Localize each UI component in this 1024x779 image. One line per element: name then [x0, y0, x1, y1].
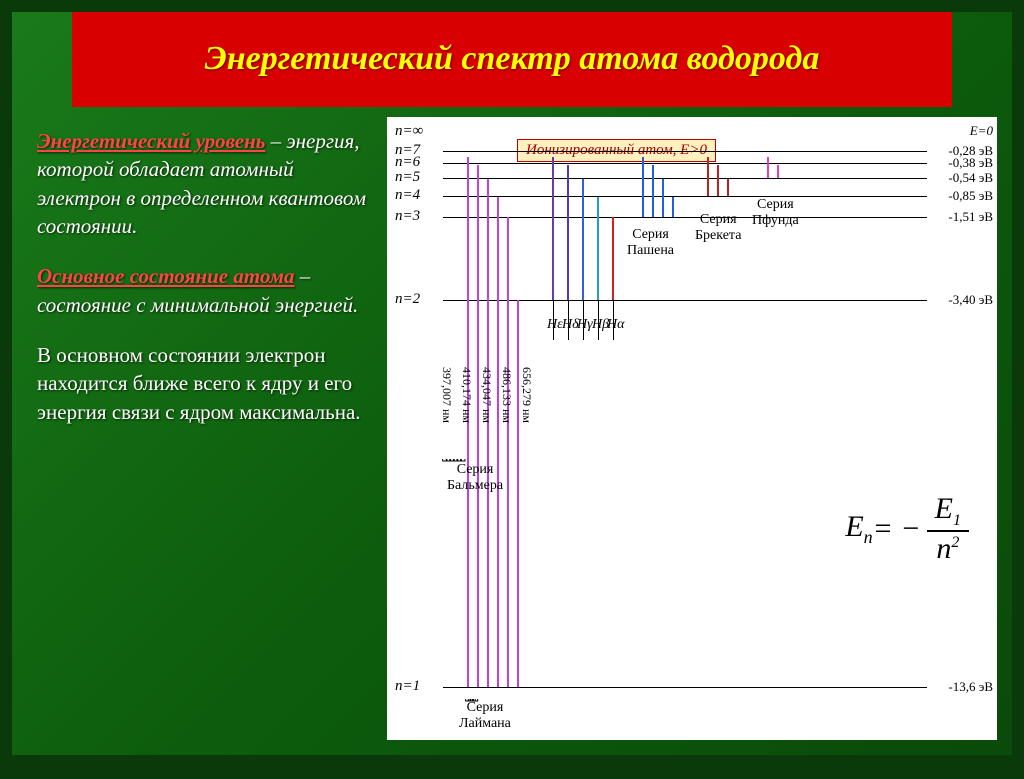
- lyman-line: [507, 217, 509, 687]
- energy-level-line: [443, 687, 927, 688]
- lyman-line: [517, 300, 519, 687]
- energy-level-line: [443, 178, 927, 179]
- pfund-line: [777, 165, 779, 178]
- pfund-label: Серия Пфунда: [752, 197, 799, 229]
- wavelength-5: 656,279 нм: [519, 367, 534, 423]
- pfund-line: [767, 157, 769, 178]
- slide: Энергетический спектр атома водорода Эне…: [12, 12, 1012, 755]
- wavelength-3: 434,047 нм: [479, 367, 494, 423]
- wavelength-1: 397,007 нм: [439, 367, 454, 423]
- term-energy-level: Энергетический уровень: [37, 129, 265, 153]
- paschen-label: Серия Пашена: [627, 227, 674, 259]
- level-energy-label: -3,40 эВ: [948, 292, 993, 308]
- balmer-line: [552, 157, 554, 300]
- balmer-label: Серия Бальмера: [447, 462, 503, 494]
- brackett-line: [717, 165, 719, 196]
- energy-level-line: [443, 217, 927, 218]
- connector: [568, 300, 569, 340]
- formula-numerator: E1: [927, 492, 969, 532]
- formula-fraction: E1 n2: [927, 492, 969, 566]
- lyman-line: [477, 165, 479, 687]
- brackett-line: [727, 179, 729, 196]
- left-text-column: Энергетический уровень – энергия, которо…: [12, 107, 382, 755]
- energy-level-line: [443, 196, 927, 197]
- paragraph-3: В основном состоянии электрон находится …: [37, 341, 367, 426]
- level-n-label: n=5: [395, 169, 420, 186]
- level-n-label: n=2: [395, 291, 420, 308]
- h-epsilon: Hε: [547, 317, 563, 333]
- paragraph-1: Энергетический уровень – энергия, которо…: [37, 127, 367, 240]
- energy-level-line: [443, 163, 927, 164]
- energy-level-line: [443, 151, 927, 152]
- balmer-line: [567, 165, 569, 300]
- level-n-label: n=4: [395, 187, 420, 204]
- formula-lhs: En: [845, 510, 872, 548]
- h-gamma: Hγ: [577, 317, 593, 333]
- energy-formula: En = − E1 n2: [845, 492, 969, 566]
- energy-diagram: n=∞ E=0 Ионизированный атом, E>0 n=7-0,2…: [387, 117, 997, 740]
- balmer-line: [582, 179, 584, 300]
- level-n-label: n=3: [395, 208, 420, 225]
- brackett-label: Серия Брекета: [695, 212, 741, 244]
- lyman-line: [497, 197, 499, 687]
- e-zero-label: E=0: [970, 123, 993, 139]
- level-energy-label: -0,38 эВ: [948, 155, 993, 171]
- diagram-panel: n=∞ E=0 Ионизированный атом, E>0 n=7-0,2…: [382, 107, 1012, 755]
- formula-denominator: n2: [928, 532, 967, 566]
- lyman-line: [487, 179, 489, 687]
- level-n-label: n=1: [395, 678, 420, 695]
- connector: [598, 300, 599, 340]
- title-bar: Энергетический спектр атома водорода: [72, 12, 952, 107]
- paragraph-2: Основное состояние атома – состояние с м…: [37, 262, 367, 319]
- paschen-line: [652, 165, 654, 217]
- n-infinity-label: n=∞: [395, 123, 423, 140]
- slide-title: Энергетический спектр атома водорода: [205, 39, 820, 80]
- term-ground-state: Основное состояние атома: [37, 264, 295, 288]
- connector: [613, 300, 614, 340]
- wavelength-2: 410,174 нм: [459, 367, 474, 423]
- formula-eq: = −: [873, 512, 921, 546]
- paschen-line: [672, 197, 674, 217]
- brackett-line: [707, 157, 709, 196]
- balmer-line: [612, 217, 614, 300]
- lyman-label: Серия Лаймана: [459, 700, 511, 732]
- h-alpha: Hα: [607, 317, 624, 333]
- energy-level-line: [443, 300, 927, 301]
- p3-body: В основном состоянии электрон находится …: [37, 343, 361, 424]
- wavelength-4: 486,133 нм: [499, 367, 514, 423]
- level-energy-label: -13,6 эВ: [948, 679, 993, 695]
- balmer-line: [597, 197, 599, 300]
- content-area: Энергетический уровень – энергия, которо…: [12, 107, 1012, 755]
- paschen-line: [642, 157, 644, 217]
- level-energy-label: -1,51 эВ: [948, 209, 993, 225]
- level-energy-label: -0,85 эВ: [948, 188, 993, 204]
- paschen-line: [662, 179, 664, 217]
- connector: [553, 300, 554, 340]
- connector: [583, 300, 584, 340]
- level-energy-label: -0,54 эВ: [948, 170, 993, 186]
